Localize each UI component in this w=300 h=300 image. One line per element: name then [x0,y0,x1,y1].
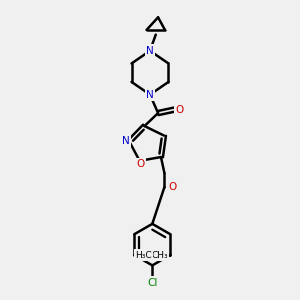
Text: H₃C: H₃C [135,250,152,260]
Text: O: O [136,159,145,169]
Text: N: N [122,136,130,146]
Text: N: N [146,46,154,56]
Text: N: N [146,90,154,100]
Text: O: O [176,105,184,115]
Text: CH₃: CH₃ [152,250,168,260]
Text: O: O [168,182,177,192]
Text: Cl: Cl [147,278,158,288]
